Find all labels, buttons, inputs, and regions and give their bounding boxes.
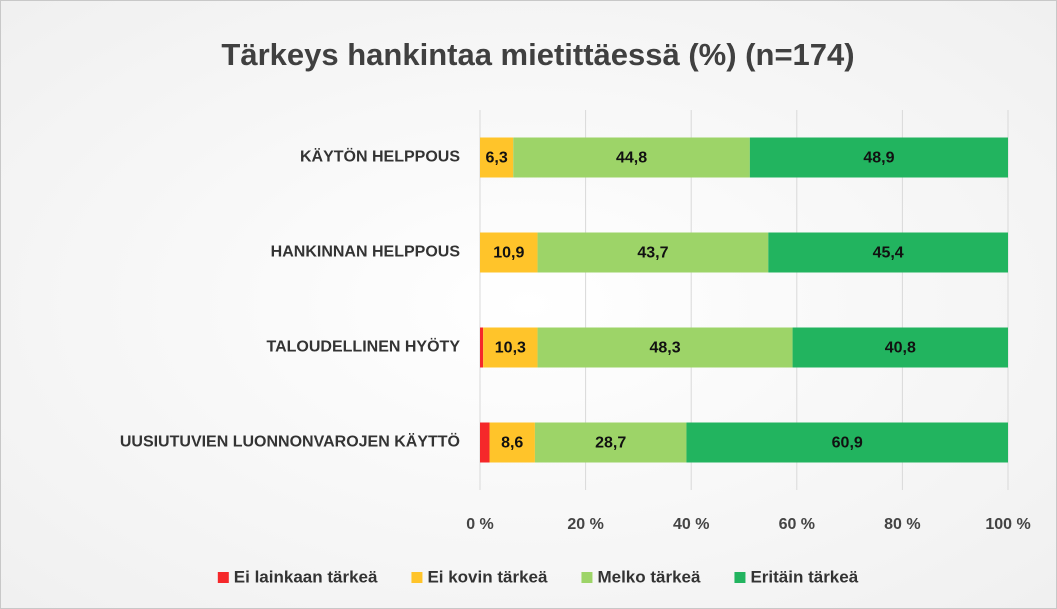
data-label: 48,3 bbox=[649, 340, 680, 357]
bar-segment bbox=[480, 422, 490, 463]
legend-swatch bbox=[217, 572, 229, 583]
data-label: 44,8 bbox=[616, 150, 647, 167]
bar-segment bbox=[483, 327, 538, 368]
category-label: UUSIUTUVIEN LUONNONVAROJEN KÄYTTÖ bbox=[120, 432, 460, 451]
bar-segment bbox=[480, 137, 514, 178]
data-label: 40,8 bbox=[885, 340, 916, 357]
bar-segment bbox=[537, 327, 793, 368]
x-tick-label: 100 % bbox=[985, 516, 1030, 533]
data-label: 10,3 bbox=[495, 340, 526, 357]
legend-swatch bbox=[581, 572, 593, 583]
category-label: KÄYTÖN HELPPOUS bbox=[300, 147, 460, 166]
x-tick-label: 60 % bbox=[779, 516, 815, 533]
bar-segment bbox=[480, 327, 484, 368]
bar-segment bbox=[749, 137, 1008, 178]
data-label: 43,7 bbox=[637, 245, 668, 262]
bar-segment bbox=[513, 137, 750, 178]
chart-title: Tärkeys hankintaa mietittäessä (%) (n=17… bbox=[221, 37, 854, 72]
data-label: 45,4 bbox=[873, 245, 904, 262]
bar-segment bbox=[489, 422, 535, 463]
data-label: 28,7 bbox=[595, 435, 626, 452]
legend-label: Ei lainkaan tärkeä bbox=[234, 567, 378, 586]
bar-segment bbox=[534, 422, 687, 463]
legend-label: Eritäin tärkeä bbox=[750, 567, 858, 586]
legend-swatch bbox=[734, 572, 746, 583]
bar-segment bbox=[686, 422, 1008, 463]
data-label: 10,9 bbox=[493, 245, 524, 262]
data-label: 8,6 bbox=[501, 435, 523, 452]
legend-label: Ei kovin tärkeä bbox=[427, 567, 548, 586]
data-label: 60,9 bbox=[832, 435, 863, 452]
x-tick-label: 20 % bbox=[567, 516, 603, 533]
bar-segment bbox=[768, 232, 1008, 273]
x-tick-label: 80 % bbox=[884, 516, 920, 533]
x-tick-label: 40 % bbox=[673, 516, 709, 533]
x-tick-label: 0 % bbox=[466, 516, 494, 533]
data-label: 48,9 bbox=[863, 150, 894, 167]
data-label: 6,3 bbox=[486, 150, 508, 167]
category-label: TALOUDELLINEN HYÖTY bbox=[267, 337, 461, 356]
bar-segment bbox=[537, 232, 769, 273]
bar-segment bbox=[792, 327, 1008, 368]
bar-segment bbox=[480, 232, 538, 273]
legend-label: Melko tärkeä bbox=[597, 567, 701, 586]
category-label: HANKINNAN HELPPOUS bbox=[271, 244, 461, 261]
legend-swatch bbox=[411, 572, 423, 583]
